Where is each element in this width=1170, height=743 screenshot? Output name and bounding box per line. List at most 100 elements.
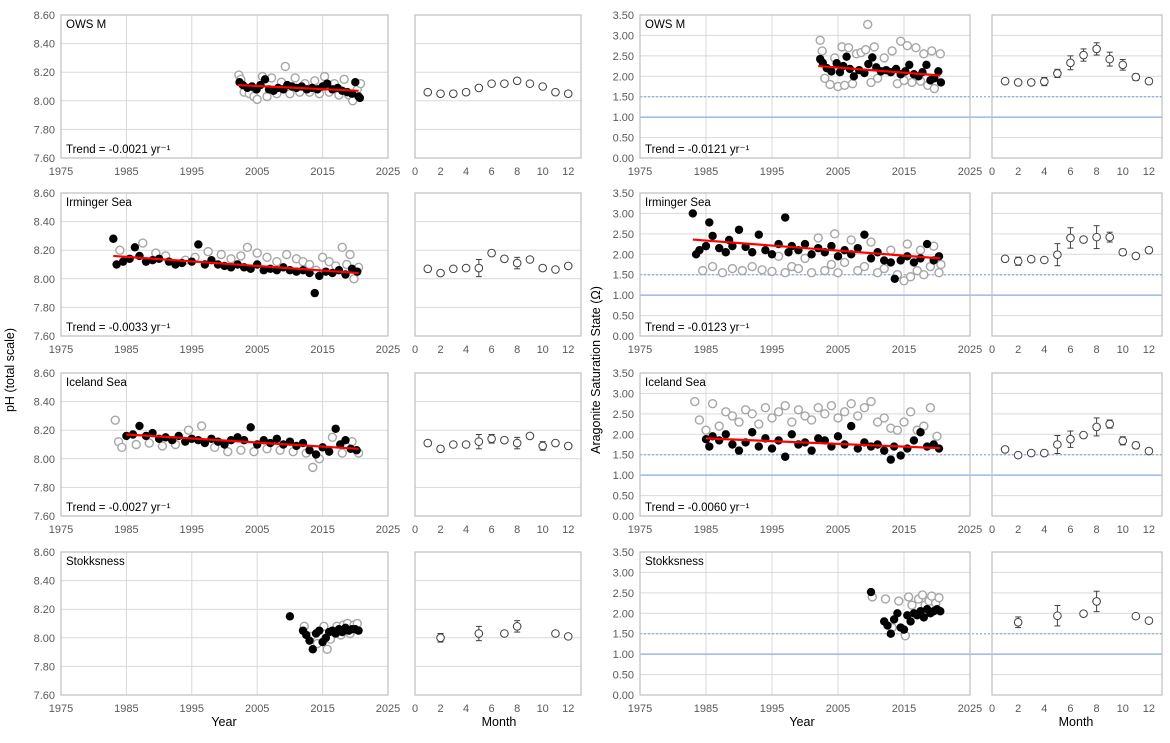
aragonite-iceland-sea-open-point <box>754 419 764 429</box>
aragonite-irminger-sea-open-point <box>936 259 946 270</box>
aragonite-iceland-sea-open-point <box>734 417 744 427</box>
ph-ows-m-year-tick-label: 2005 <box>245 166 269 178</box>
aragonite-stokksness-y-tick-label: 0.00 <box>613 690 634 702</box>
ph-iceland-sea-filled-point <box>272 434 282 443</box>
aragonite-iceland-sea-year-tick-label: 1985 <box>694 524 718 536</box>
aragonite-stokksness-month-tick-label: 6 <box>1067 703 1073 715</box>
aragonite-ows-m-monthly-mean-point <box>1013 78 1023 87</box>
ph-irminger-sea-monthly-mean-point <box>525 255 535 264</box>
ph-irminger-sea-open-point <box>236 251 246 261</box>
aragonite-iceland-sea-monthly-mean-point <box>1105 419 1114 429</box>
aragonite-irminger-sea-filled-point <box>890 274 899 283</box>
aragonite-irminger-sea-monthly-mean-point <box>1000 254 1010 264</box>
aragonite-irminger-sea-open-point <box>902 239 912 249</box>
ph-iceland-sea-monthly-mean-point <box>461 440 471 449</box>
aragonite-ows-m-open-point <box>907 77 917 88</box>
ph-iceland-sea-monthly-mean-point <box>551 438 560 448</box>
aragonite-stokksness-filled-point <box>903 611 912 620</box>
aragonite-iceland-sea-open-point <box>826 400 837 411</box>
aragonite-iceland-sea-open-point <box>747 409 757 419</box>
aragonite-ows-m-month-tick-label: 8 <box>1094 166 1100 178</box>
aragonite-irminger-sea-annual-frame <box>639 192 971 337</box>
aragonite-irminger-sea-open-point <box>826 259 837 270</box>
aragonite-stokksness-year-tick-label: 1995 <box>760 703 784 715</box>
aragonite-irminger-sea-filled-point <box>909 258 919 267</box>
ph-ows-m-year-tick-label: 2015 <box>310 166 334 178</box>
aragonite-irminger-sea-filled-point <box>896 256 905 265</box>
aragonite-iceland-sea-open-point <box>879 413 889 423</box>
aragonite-iceland-sea-y-tick-label: 3.50 <box>613 368 634 380</box>
ph-stokksness-month-tick-label: 10 <box>537 703 549 715</box>
ph-ows-m-open-point <box>319 71 330 82</box>
aragonite-irminger-sea-open-point <box>767 266 777 277</box>
ph-irminger-sea-filled-point <box>305 268 314 278</box>
aragonite-iceland-sea-trend-label: Trend = -0.0060 yr⁻¹ <box>645 502 750 514</box>
aragonite-iceland-sea-filled-point <box>833 432 843 441</box>
aragonite-irminger-sea-open-point <box>934 267 944 278</box>
ph-stokksness-monthly-mean-point <box>512 622 522 631</box>
aragonite-iceland-sea-month-tick-label: 8 <box>1094 524 1100 536</box>
aragonite-irminger-sea-monthly-mean-point <box>1118 247 1128 257</box>
aragonite-iceland-sea-y-tick-label: 2.50 <box>613 409 634 421</box>
aragonite-irminger-sea-filled-point <box>827 241 836 251</box>
ph-ows-m-monthly-mean-point <box>461 87 471 97</box>
aragonite-stokksness-month-tick-label: 4 <box>1041 703 1047 715</box>
aragonite-irminger-sea-filled-point <box>866 254 876 263</box>
aragonite-stokksness-month-tick-label: 12 <box>1143 703 1155 715</box>
ph-iceland-sea-open-point <box>110 415 120 425</box>
ph-ows-m-y-tick-label: 7.60 <box>34 153 55 165</box>
aragonite-iceland-sea-filled-point <box>880 446 889 455</box>
ph-ows-m-month-tick-label: 0 <box>412 166 418 178</box>
ph-stokksness-monthly-mean-point <box>436 633 445 643</box>
ph-iceland-sea-filled-point <box>331 424 340 433</box>
aragonite-iceland-sea-filled-point <box>734 446 744 455</box>
ph-iceland-sea-filled-point <box>305 446 314 455</box>
aragonite-ows-m-monthly-mean-point <box>1053 69 1062 78</box>
ph-ows-m-annual-frame <box>60 14 389 159</box>
ph-iceland-sea-year-tick-label: 1985 <box>114 524 138 536</box>
aragonite-iceland-sea-filled-point <box>896 451 905 460</box>
ph-iceland-sea-y-tick-label: 8.00 <box>34 454 55 466</box>
aragonite-ows-m-open-point <box>825 79 835 90</box>
aragonite-iceland-sea-y-tick-label: 3.00 <box>613 388 634 400</box>
ph-irminger-sea-monthly-mean-point <box>500 254 509 264</box>
ph-ows-m-open-point <box>252 94 262 105</box>
aragonite-iceland-sea-y-tick-label: 1.00 <box>613 470 634 482</box>
aragonite-irminger-sea-filled-point <box>695 246 704 255</box>
aragonite-irminger-sea-year-tick-label: 1985 <box>694 344 718 356</box>
ph-ows-m-monthly-mean-point <box>551 87 560 97</box>
ph-iceland-sea-open-point <box>327 432 338 443</box>
aragonite-stokksness-month-tick-label: 10 <box>1117 703 1129 715</box>
aragonite-stokksness-open-point <box>880 594 891 604</box>
ph-irminger-sea-month-tick-label: 4 <box>463 344 469 356</box>
aragonite-ows-m-filled-point <box>864 59 873 69</box>
aragonite-iceland-sea-open-point <box>690 396 700 407</box>
ph-irminger-sea-open-point <box>252 248 262 258</box>
aragonite-irminger-sea-station-label: Irminger Sea <box>645 197 711 209</box>
aragonite-irminger-sea-open-point <box>853 265 863 276</box>
ph-iceland-sea-month-tick-label: 8 <box>514 524 520 536</box>
aragonite-iceland-sea-open-point <box>767 413 777 423</box>
aragonite-iceland-sea-filled-point <box>728 440 737 449</box>
left-y-axis-title: pH (total scale) <box>3 328 17 412</box>
aragonite-iceland-sea-filled-point <box>916 428 925 437</box>
aragonite-iceland-sea-monthly-mean-point <box>1079 430 1088 440</box>
ph-irminger-sea-open-point <box>138 238 148 248</box>
aragonite-ows-m-station-label: OWS M <box>645 19 685 31</box>
ph-iceland-sea-monthly-mean-point <box>500 435 509 445</box>
aragonite-iceland-sea-open-point <box>793 405 804 415</box>
ph-irminger-sea-open-point <box>242 242 253 253</box>
aragonite-irminger-sea-filled-point <box>761 246 770 255</box>
aragonite-irminger-sea-month-tick-label: 6 <box>1067 344 1073 356</box>
aragonite-ows-m-open-point <box>929 83 940 94</box>
aragonite-iceland-sea-month-tick-label: 4 <box>1041 524 1047 536</box>
ph-irminger-sea-month-tick-label: 10 <box>537 344 549 356</box>
aragonite-iceland-sea-open-point <box>905 407 916 417</box>
ph-iceland-sea-open-point <box>308 462 318 473</box>
ph-ows-m-y-tick-label: 7.80 <box>34 124 55 136</box>
aragonite-stokksness-open-point <box>903 592 914 602</box>
aragonite-irminger-sea-open-point <box>800 253 810 264</box>
aragonite-irminger-sea-monthly-mean-point <box>1013 256 1023 266</box>
aragonite-stokksness-y-tick-label: 2.00 <box>613 608 634 620</box>
ph-irminger-sea-year-tick-label: 2025 <box>376 344 400 356</box>
